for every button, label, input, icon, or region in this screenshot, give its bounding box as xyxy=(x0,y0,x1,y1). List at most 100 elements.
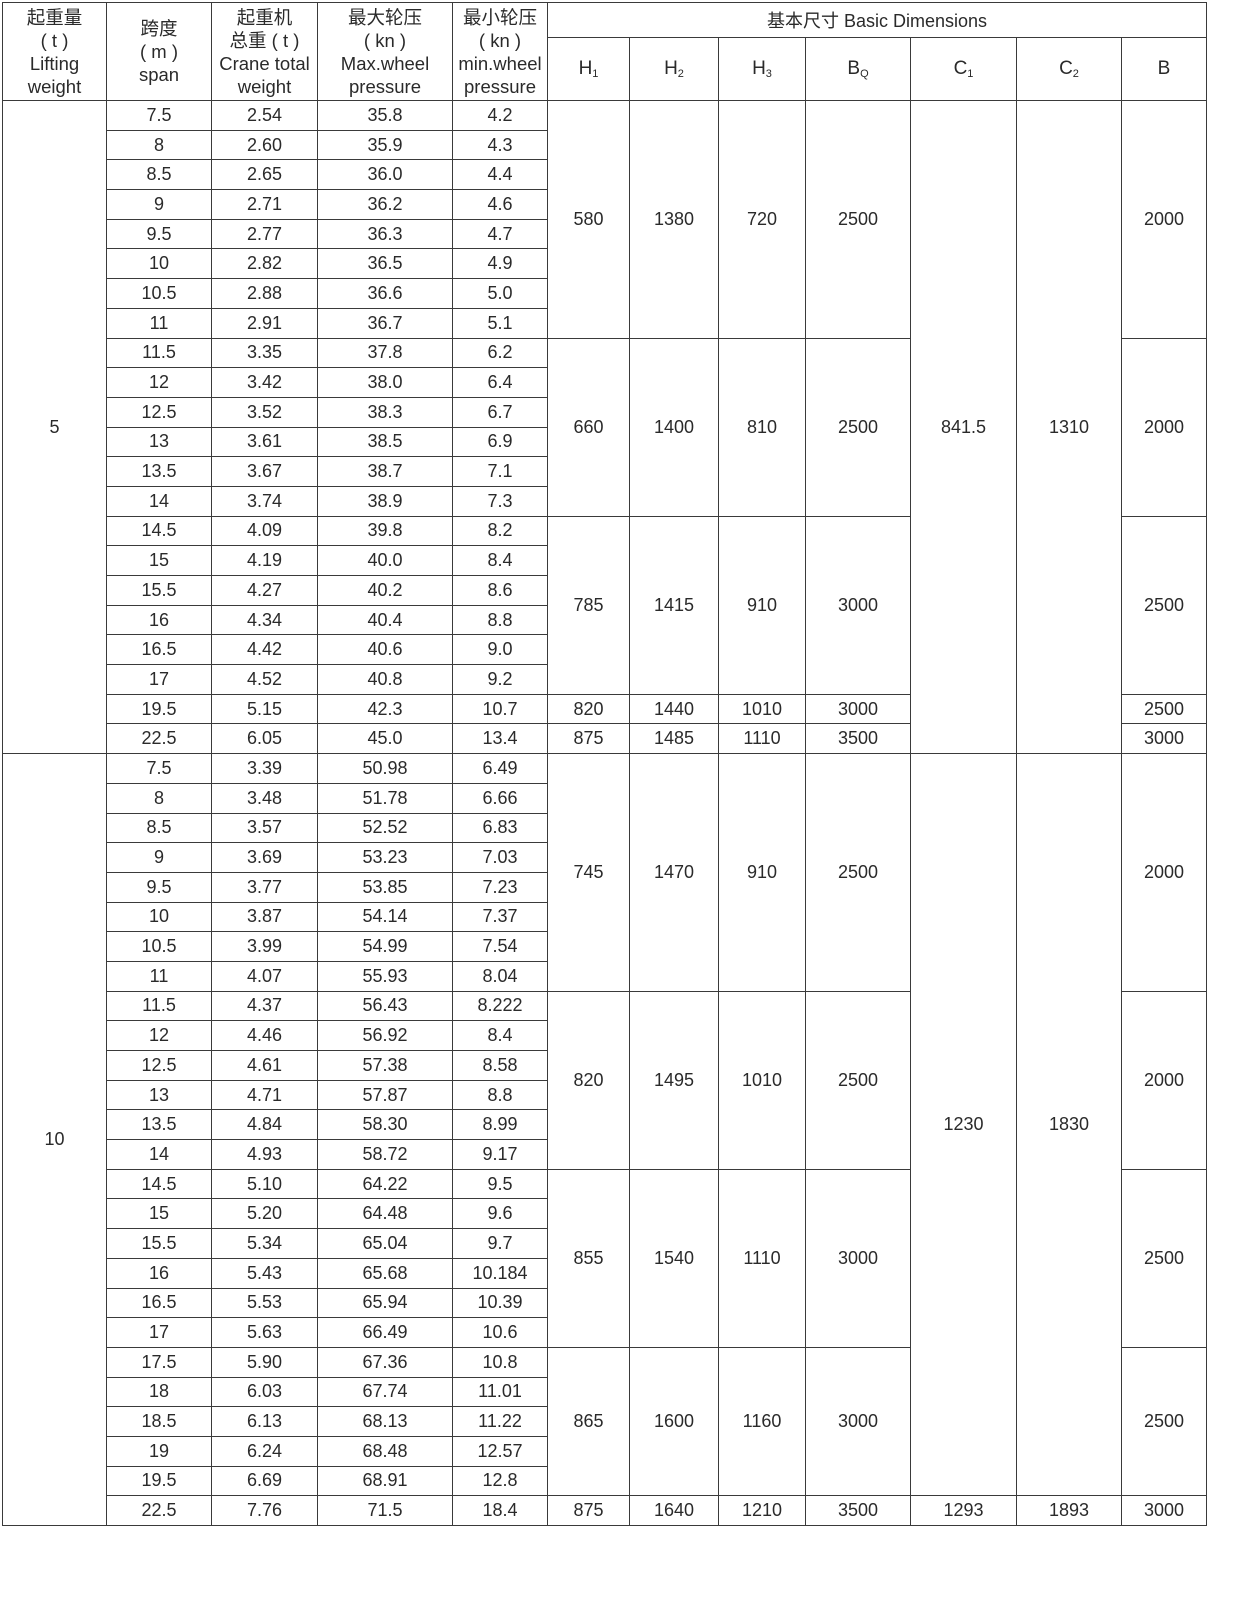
header-max-wheel-pressure: 最大轮压( kn ) Max.wheel pressure xyxy=(317,2,453,101)
cell-h1: 865 xyxy=(547,1346,630,1497)
cell-min-wheel-pressure: 8.99 xyxy=(452,1109,548,1141)
table-row: 19 6.24 68.48 12.57 xyxy=(3,1435,1207,1467)
cell-min-wheel-pressure: 10.6 xyxy=(452,1317,548,1348)
cell-max-wheel-pressure: 51.78 xyxy=(317,782,453,814)
cell-min-wheel-pressure: 6.49 xyxy=(452,753,548,784)
cell-bq: 2500 xyxy=(805,753,911,992)
cell-min-wheel-pressure: 9.7 xyxy=(452,1228,548,1259)
table-row: 17.5 5.90 67.36 10.8 865 1600 1160 3000 2500 xyxy=(3,1346,1208,1497)
header-line: Lifting xyxy=(29,52,80,74)
cell-b: 2000 xyxy=(1120,753,1208,992)
cell-bq: 3000 xyxy=(805,515,911,695)
cell-max-wheel-pressure: 64.22 xyxy=(317,1168,453,1200)
table-row: 15.5 4.27 40.2 8.6 xyxy=(3,575,1207,606)
cell-min-wheel-pressure: 12.8 xyxy=(452,1465,548,1497)
header-line: weight xyxy=(237,75,292,97)
cell-span: 13 xyxy=(106,426,212,458)
cell-crane-total-weight: 5.10 xyxy=(211,1168,318,1200)
header-dimension-bq: BQ xyxy=(805,37,911,101)
table-row: 16 5.43 65.68 10.184 xyxy=(3,1257,1207,1289)
table-row: 16.5 4.42 40.6 9.0 xyxy=(3,634,1207,666)
cell-span: 12 xyxy=(106,1020,212,1051)
cell-min-wheel-pressure: 7.03 xyxy=(452,842,548,873)
cell-max-wheel-pressure: 67.74 xyxy=(317,1376,453,1408)
dimension-symbol: B xyxy=(847,58,861,79)
cell-min-wheel-pressure: 6.66 xyxy=(452,782,548,814)
cell-min-wheel-pressure: 7.37 xyxy=(452,901,548,933)
cell-min-wheel-pressure: 9.6 xyxy=(452,1198,548,1230)
cell-crane-total-weight: 7.76 xyxy=(211,1495,318,1526)
cell-crane-total-weight: 3.67 xyxy=(211,456,318,487)
cell-lifting-weight: 10 xyxy=(2,753,107,1526)
header-crane-total-weight: 起重机 总重 ( t ) Crane total weight xyxy=(211,2,318,101)
cell-max-wheel-pressure: 53.23 xyxy=(317,842,453,873)
cell-crane-total-weight: 4.19 xyxy=(211,545,318,576)
header-line: ( kn ) xyxy=(363,29,407,51)
cell-bq: 3000 xyxy=(805,1346,911,1497)
cell-h2: 1400 xyxy=(629,337,719,517)
cell-c2: 1893 xyxy=(1016,1495,1122,1526)
cell-span: 9 xyxy=(106,189,212,220)
cell-span: 10 xyxy=(106,901,212,933)
table-row: 8.5 3.57 52.52 6.83 xyxy=(3,812,1207,844)
cell-h2: 1380 xyxy=(629,100,719,339)
cell-span: 14 xyxy=(106,1139,212,1170)
table-row: 10 7.5 3.39 50.98 6.49 745 1470 910 2500 1230 1830… xyxy=(2,753,1208,1526)
table-row: 5 7.5 2.54 35.8 4.2 580 1380 720 2500 841.5 1310 20… xyxy=(2,99,1208,755)
cell-crane-total-weight: 5.53 xyxy=(211,1287,318,1319)
cell-span: 8.5 xyxy=(106,159,212,191)
cell-max-wheel-pressure: 36.5 xyxy=(317,248,453,280)
cell-crane-total-weight: 6.69 xyxy=(211,1465,318,1497)
cell-crane-total-weight: 6.03 xyxy=(211,1376,318,1408)
dimension-subscript: 1 xyxy=(967,68,974,80)
cell-crane-total-weight: 5.63 xyxy=(211,1317,318,1348)
dimension-subscript: 2 xyxy=(677,68,684,80)
cell-h3: 720 xyxy=(718,100,806,339)
cell-span: 9.5 xyxy=(106,871,212,903)
table-row: 11.5 3.35 37.8 6.2 660 1400 810 2500 2000 xyxy=(3,337,1208,517)
cell-span: 11 xyxy=(106,307,212,339)
cell-max-wheel-pressure: 64.48 xyxy=(317,1198,453,1230)
cell-max-wheel-pressure: 38.0 xyxy=(317,367,453,398)
cell-h2: 1640 xyxy=(629,1495,719,1526)
header-line: 起重量 xyxy=(26,6,83,28)
table-row: 9 3.69 53.23 7.03 xyxy=(3,842,1207,873)
cell-min-wheel-pressure: 12.57 xyxy=(452,1435,548,1467)
cell-crane-total-weight: 2.60 xyxy=(211,129,318,161)
cell-min-wheel-pressure: 5.1 xyxy=(452,307,548,339)
cell-crane-total-weight: 2.54 xyxy=(211,100,318,131)
table-row: 14 3.74 38.9 7.3 xyxy=(3,485,1207,517)
cell-c1: 841.5 xyxy=(910,99,1017,755)
cell-max-wheel-pressure: 58.30 xyxy=(317,1109,453,1141)
cell-span: 12.5 xyxy=(106,1050,212,1081)
table-row: 14 4.93 58.72 9.17 xyxy=(3,1139,1207,1170)
cell-span: 12.5 xyxy=(106,396,212,428)
cell-span: 13.5 xyxy=(106,456,212,487)
cell-crane-total-weight: 4.34 xyxy=(211,604,318,636)
cell-span: 13.5 xyxy=(106,1109,212,1141)
cell-max-wheel-pressure: 67.36 xyxy=(317,1346,453,1378)
header-dimension-h3: H3 xyxy=(718,37,806,101)
cell-h2: 1485 xyxy=(629,723,719,755)
header-line: 最大轮压 xyxy=(347,6,422,28)
cell-span: 19 xyxy=(106,1435,212,1467)
cell-span: 15 xyxy=(106,545,212,576)
cell-span: 10.5 xyxy=(106,931,212,962)
cell-min-wheel-pressure: 6.7 xyxy=(452,396,548,428)
header-line: 最小轮压 xyxy=(462,6,537,28)
cell-max-wheel-pressure: 58.72 xyxy=(317,1139,453,1170)
cell-max-wheel-pressure: 36.7 xyxy=(317,307,453,339)
dimension-subscript: 3 xyxy=(765,68,772,80)
header-line: pressure xyxy=(464,75,536,97)
cell-min-wheel-pressure: 4.9 xyxy=(452,248,548,280)
cell-b: 3000 xyxy=(1120,1495,1208,1526)
cell-crane-total-weight: 3.69 xyxy=(211,842,318,873)
cell-min-wheel-pressure: 8.222 xyxy=(452,990,548,1022)
cell-max-wheel-pressure: 39.8 xyxy=(317,515,453,547)
dimension-subscript: 2 xyxy=(1072,68,1079,80)
cell-max-wheel-pressure: 54.99 xyxy=(317,931,453,962)
cell-max-wheel-pressure: 68.48 xyxy=(317,1435,453,1467)
cell-max-wheel-pressure: 65.04 xyxy=(317,1228,453,1259)
table-row: 11 2.91 36.7 5.1 xyxy=(3,307,1207,339)
table-row: 14.5 4.09 39.8 8.2 785 1415 910 3000 2500 xyxy=(3,515,1208,695)
